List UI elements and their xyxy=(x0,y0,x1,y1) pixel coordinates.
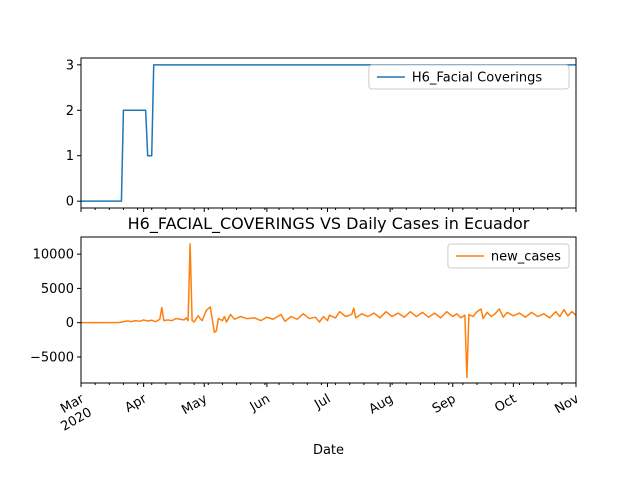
y-tick-label: 1 xyxy=(66,149,74,164)
y-tick-label: 0 xyxy=(66,195,74,210)
facial-coverings-axes: 0 1 2 3 H6_Facial Coverings xyxy=(66,57,577,212)
x-axis-label: Date xyxy=(313,443,344,458)
y-tick-label: 5000 xyxy=(41,282,74,297)
series-line xyxy=(80,243,577,379)
facial-coverings-series xyxy=(81,64,576,202)
x-tick-label: Jul xyxy=(311,392,333,413)
y-tick-label: 3 xyxy=(66,58,74,73)
y-tick-label: 0 xyxy=(66,316,74,331)
new-cases-legend: new_cases xyxy=(447,243,570,269)
y-tick-label: 2 xyxy=(66,104,74,119)
legend-label: H6_Facial Coverings xyxy=(412,71,542,86)
x-tick-label: Mar2020 xyxy=(51,391,96,434)
series-line xyxy=(81,64,576,202)
new-cases-ticks: −5000 0 5000 10000 xyxy=(30,248,577,387)
y-tick-label: 10000 xyxy=(33,248,74,263)
legend-box xyxy=(447,243,570,269)
y-tick-label: −5000 xyxy=(30,350,74,365)
new-cases-series xyxy=(80,243,577,379)
legend-label: new_cases xyxy=(491,250,561,265)
facial-coverings-frame xyxy=(80,57,577,209)
chart-title: H6_FACIAL_COVERINGS VS Daily Cases in Ec… xyxy=(128,214,530,234)
facial-coverings-legend: H6_Facial Coverings xyxy=(368,64,570,90)
legend-box xyxy=(368,64,570,90)
new-cases-frame xyxy=(80,236,577,384)
